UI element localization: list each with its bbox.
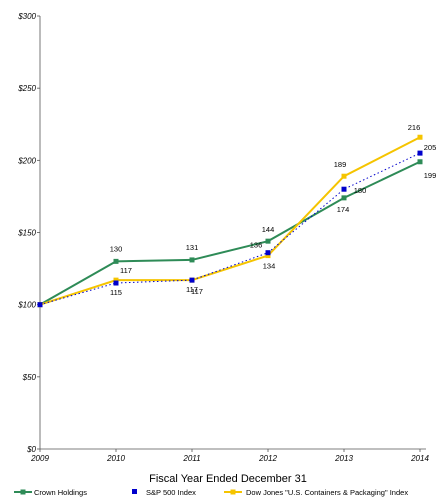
data-label: 134 [263, 262, 276, 271]
x-tick-label: 2009 [30, 454, 49, 463]
series-1-point [189, 277, 195, 283]
series-layer [37, 134, 423, 308]
series-line-2 [39, 136, 421, 306]
legend-label: Crown Holdings [34, 488, 87, 497]
y-tick-label: $0 [26, 445, 36, 454]
series-1-point [37, 302, 43, 308]
series-1-point [417, 150, 423, 156]
x-axis-title: Fiscal Year Ended December 31 [149, 473, 307, 485]
data-label: 130 [110, 244, 123, 253]
data-label: 180 [354, 186, 367, 195]
series-1-point [265, 250, 271, 256]
y-tick-label: $100 [17, 301, 36, 310]
series-2-point [417, 134, 423, 140]
y-tick-label: $200 [17, 156, 36, 165]
y-tick-label: $300 [17, 12, 36, 21]
series-2-point [113, 277, 119, 283]
data-label: 115 [110, 288, 122, 297]
series-0-point [189, 257, 195, 263]
legend-item: Crown Holdings [14, 488, 87, 497]
data-label: 174 [337, 205, 350, 214]
x-tick-label: 2012 [258, 454, 277, 463]
y-tick-label: $150 [17, 229, 36, 238]
series-1-point [341, 186, 347, 192]
data-label: 117 [186, 285, 198, 294]
y-tick-label: $50 [22, 373, 37, 382]
data-label: 117 [120, 266, 132, 275]
data-label: 131 [186, 243, 199, 252]
data-label: 189 [334, 160, 347, 169]
data-label: 144 [262, 225, 275, 234]
series-1-point [113, 280, 119, 286]
legend-label: S&P 500 Index [146, 488, 196, 497]
data-label: 117 [191, 287, 203, 296]
axes: $0 $50 $100 $150 $200 $250 $300 2009 2010 2011 201… [17, 12, 429, 463]
x-tick-label: 2010 [106, 454, 125, 463]
series-line-1 [39, 152, 421, 306]
data-label: 216 [408, 123, 421, 132]
series-2-point [265, 253, 271, 259]
legend-label: Dow Jones "U.S. Containers & Packaging" … [246, 488, 408, 497]
series-0-point [417, 159, 423, 165]
legend-swatch [132, 489, 137, 494]
data-label: 136 [250, 241, 263, 250]
legend-item: Dow Jones "U.S. Containers & Packaging" … [224, 488, 408, 497]
series-2-point [341, 173, 347, 179]
y-tick-label: $250 [17, 84, 36, 93]
series-0-point [265, 238, 271, 244]
data-label: 199 [424, 171, 437, 180]
legend-swatch [20, 489, 26, 495]
data-label: 205 [424, 143, 437, 152]
legend: Crown Holdings S&P 500 Index Dow Jones "U.… [14, 488, 408, 497]
series-0-point [113, 258, 119, 264]
series-line-0 [39, 160, 421, 306]
legend-item: S&P 500 Index [132, 488, 196, 497]
x-tick-label: 2014 [410, 454, 429, 463]
legend-swatch [230, 489, 236, 495]
x-tick-label: 2011 [182, 454, 200, 463]
x-tick-label: 2013 [334, 454, 353, 463]
series-0-point [341, 195, 347, 201]
